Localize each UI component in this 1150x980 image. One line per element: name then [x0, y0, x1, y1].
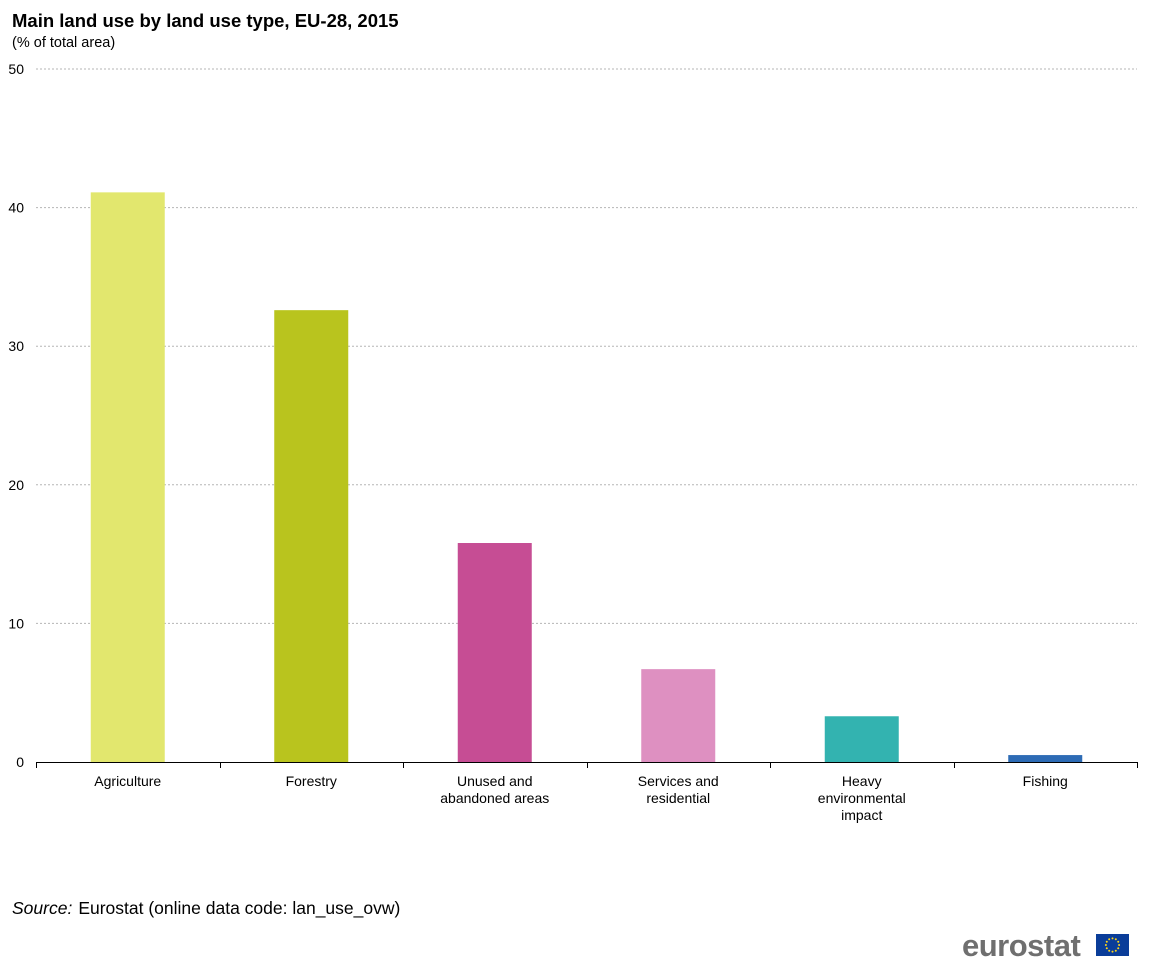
x-tick-label-line: Heavy: [842, 773, 882, 789]
source-label: Source:: [12, 898, 73, 918]
x-tick-label: Unused and abandoned areas: [440, 773, 549, 806]
x-tick-label: Agriculture: [94, 773, 161, 789]
x-tick-label: Fishing: [1023, 773, 1068, 789]
source-note: Source: Eurostat (online data code: lan_u…: [12, 898, 400, 919]
bar: [90, 192, 165, 762]
chart-subtitle: (% of total area): [12, 35, 116, 51]
flag-star: [1118, 944, 1121, 946]
eu-flag-icon: [1096, 934, 1129, 956]
chart-title: Main land use by land use type, EU-28, 2…: [12, 10, 399, 31]
source-text: Eurostat (online data code: lan_use_ovw): [78, 898, 401, 918]
x-tick-label-line: Fishing: [1023, 773, 1068, 789]
bar: [1008, 755, 1083, 762]
flag-star: [1111, 937, 1114, 940]
y-tick-label: 0: [16, 754, 24, 770]
flag-star: [1108, 949, 1111, 952]
bar: [274, 310, 349, 762]
flag-star: [1117, 947, 1120, 950]
bar-chart: 0 10 20 30 40 50 Agriculture Forestry Unused and…: [8, 61, 1138, 823]
x-tick-label-line: residential: [646, 790, 710, 806]
flag-star: [1111, 950, 1114, 953]
x-tick-label-line: Agriculture: [94, 773, 161, 789]
x-tick-label-line: Forestry: [286, 773, 337, 789]
y-tick-label: 50: [8, 61, 24, 77]
x-tick-label-line: abandoned areas: [440, 790, 549, 806]
flag-star: [1104, 944, 1107, 946]
bar: [457, 543, 532, 762]
x-tick-label-line: impact: [841, 807, 882, 823]
logo-wordmark: eurostat: [962, 928, 1081, 963]
x-tick-label: Services and residential: [638, 773, 719, 806]
x-tick-label: Forestry: [286, 773, 337, 789]
flag-star: [1108, 938, 1111, 941]
flag-star: [1105, 940, 1108, 943]
x-tick-label: Heavy environmental impact: [818, 773, 906, 823]
flag-star: [1114, 938, 1117, 941]
flag-star: [1105, 947, 1108, 950]
y-tick-label: 20: [8, 477, 24, 493]
bar: [641, 669, 716, 762]
y-tick-label: 10: [8, 615, 24, 631]
y-tick-label: 40: [8, 200, 24, 216]
x-tick-label-line: environmental: [818, 790, 906, 806]
flag-star: [1114, 949, 1117, 952]
flag-star: [1117, 940, 1120, 943]
y-tick-label: 30: [8, 338, 24, 354]
x-tick-label-line: Unused and: [457, 773, 533, 789]
eurostat-logo: eurostat: [962, 928, 1130, 964]
x-tick-label-line: Services and: [638, 773, 719, 789]
bar: [824, 716, 899, 762]
